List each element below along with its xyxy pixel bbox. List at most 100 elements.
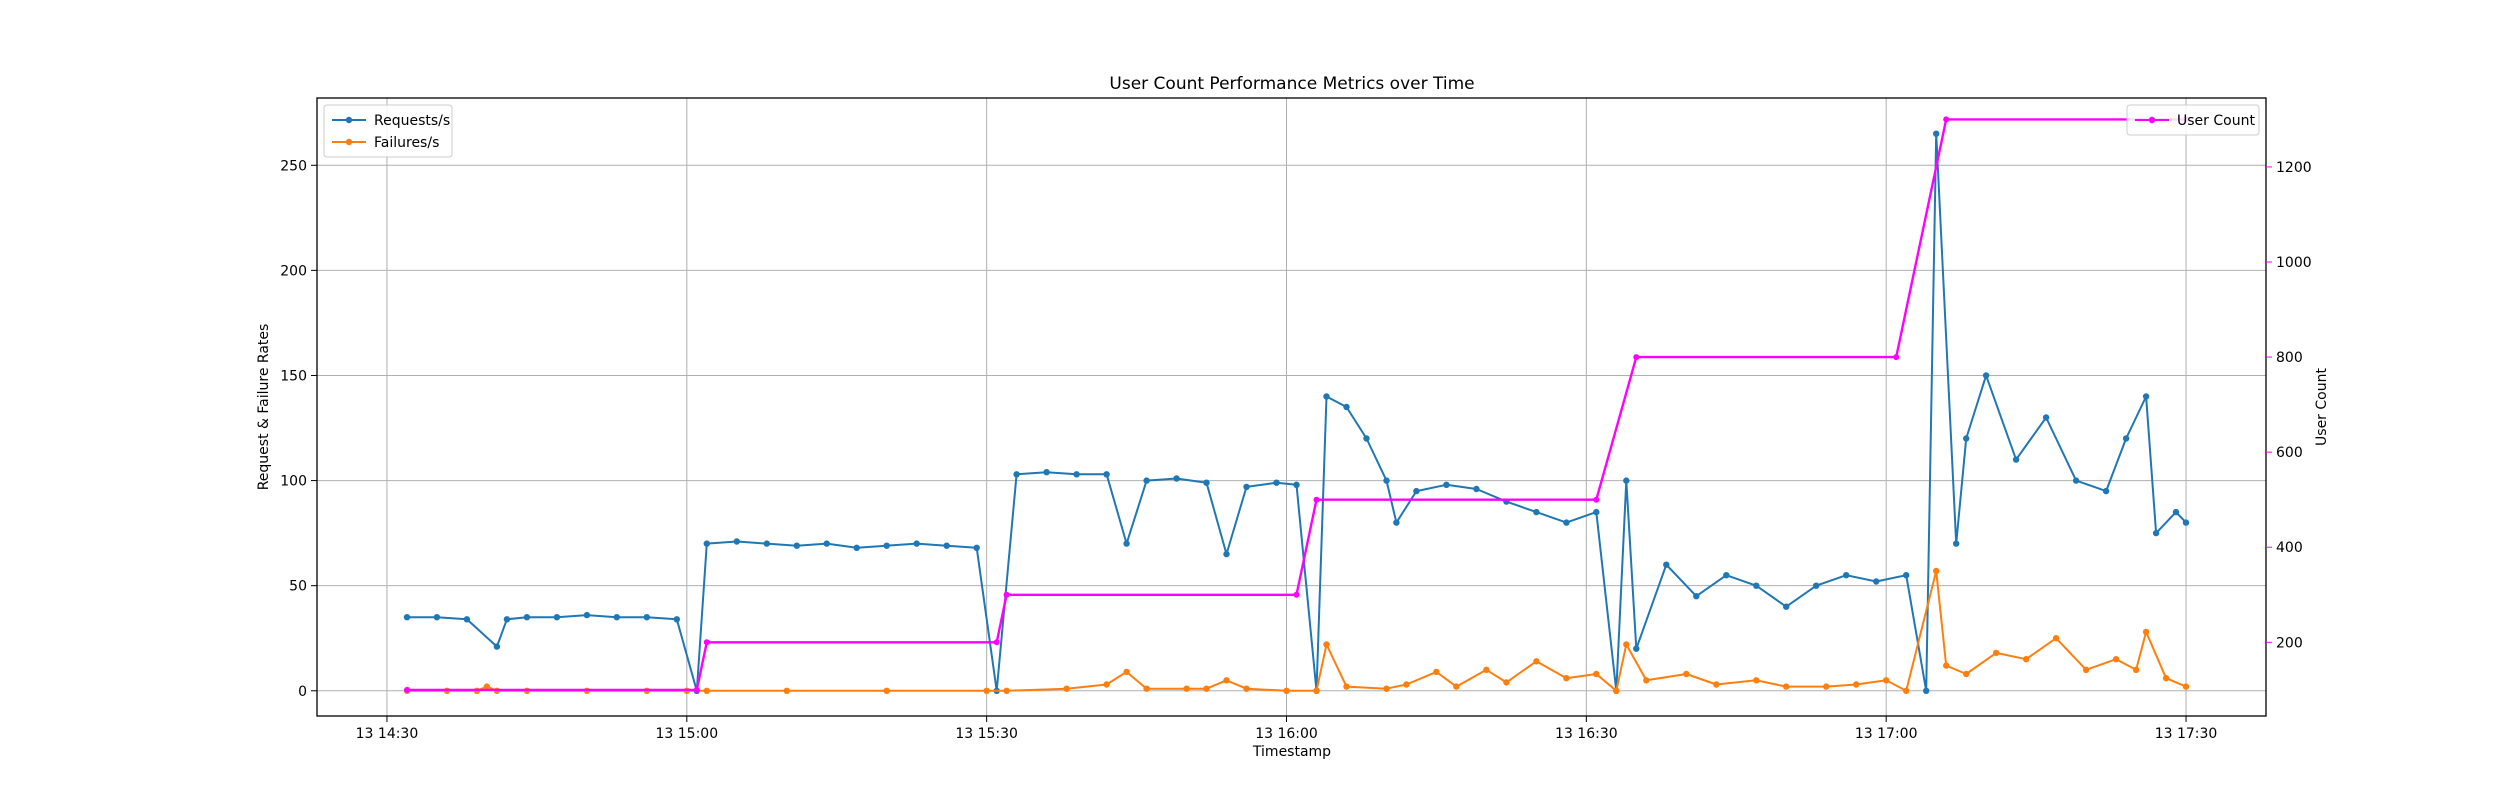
- data-point-requests-s: [1873, 578, 1880, 585]
- data-point-requests-s: [883, 542, 890, 549]
- data-point-requests-s: [1223, 550, 1230, 558]
- data-point-failures-s: [1313, 687, 1320, 694]
- data-point-requests-s: [553, 614, 561, 621]
- data-point-failures-s: [1783, 683, 1790, 690]
- data-point-requests-s: [583, 611, 591, 619]
- data-point-failures-s: [1383, 685, 1390, 692]
- y-axis-left: 0 50 100 150 200 250: [280, 158, 317, 700]
- data-point-failures-s: [1283, 687, 1290, 694]
- data-point-failures-s: [1943, 662, 1950, 669]
- plot-frame: [316, 97, 2267, 717]
- y2-tick-label: 400: [2276, 540, 2303, 556]
- data-point-failures-s: [2112, 656, 2120, 663]
- series-line-requests-s: [407, 132, 2187, 692]
- data-point-requests-s: [823, 540, 830, 547]
- x-tick-label: 13 17:00: [1855, 726, 1918, 742]
- data-point-requests-s: [1073, 471, 1080, 478]
- data-point-failures-s: [1533, 658, 1540, 665]
- data-point-requests-s: [1103, 471, 1110, 478]
- data-point-failures-s: [1593, 670, 1600, 678]
- data-point-requests-s: [1633, 645, 1640, 652]
- data-point-requests-s: [1903, 572, 1910, 579]
- data-point-failures-s: [1753, 677, 1760, 684]
- series-requests-s: [403, 130, 2190, 694]
- data-point-failures-s: [1483, 666, 1490, 673]
- data-point-failures-s: [1683, 670, 1690, 678]
- legend-marker-failures-s: [345, 138, 353, 146]
- data-point-failures-s: [1613, 687, 1620, 694]
- data-point-requests-s: [1173, 475, 1180, 482]
- y2-tick-label: 1000: [2276, 255, 2312, 271]
- data-point-failures-s: [1343, 683, 1350, 690]
- series-line-user-count: [407, 118, 2186, 692]
- data-point-requests-s: [853, 544, 860, 551]
- plot-area: [403, 116, 2190, 694]
- data-point-requests-s: [1273, 479, 1280, 486]
- data-point-requests-s: [463, 616, 471, 623]
- data-point-failures-s: [1323, 641, 1330, 648]
- data-point-requests-s: [2042, 414, 2050, 421]
- data-point-requests-s: [1323, 393, 1330, 400]
- data-point-failures-s: [1143, 685, 1150, 692]
- data-point-failures-s: [2052, 635, 2060, 642]
- data-point-user-count: [1313, 496, 1320, 503]
- y-tick-label: 250: [280, 158, 307, 174]
- y-axis-right-title: User Count: [2314, 368, 2330, 446]
- data-point-requests-s: [1473, 485, 1480, 493]
- data-point-user-count: [1293, 591, 1300, 598]
- x-axis: 13 14:30 13 15:00 13 15:30 13 16:00 13 16:30…: [356, 716, 2217, 742]
- data-point-requests-s: [1383, 477, 1390, 484]
- data-point-user-count: [703, 639, 710, 646]
- legend-marker-requests-s: [345, 116, 353, 124]
- y-tick-label: 150: [280, 368, 307, 384]
- data-point-failures-s: [1933, 567, 1940, 575]
- x-tick-label: 13 16:30: [1555, 726, 1618, 742]
- data-point-user-count: [1003, 591, 1010, 598]
- data-point-requests-s: [1243, 483, 1250, 491]
- data-point-requests-s: [1363, 435, 1370, 442]
- data-point-user-count: [1593, 496, 1600, 503]
- x-tick-label: 13 16:00: [1255, 726, 1318, 742]
- x-tick-label: 13 14:30: [356, 726, 419, 742]
- data-point-requests-s: [1933, 130, 1940, 137]
- data-point-requests-s: [1953, 540, 1960, 547]
- data-point-requests-s: [2152, 529, 2160, 537]
- data-point-failures-s: [1063, 685, 1070, 692]
- data-point-failures-s: [1503, 679, 1510, 686]
- data-point-requests-s: [1413, 487, 1420, 495]
- data-point-failures-s: [2022, 656, 2030, 663]
- data-point-requests-s: [943, 542, 950, 549]
- legend-right: User Count: [2126, 104, 2260, 136]
- data-point-requests-s: [1843, 572, 1850, 579]
- y2-tick-label: 1200: [2276, 160, 2312, 176]
- x-axis-title: Timestamp: [1252, 744, 1331, 760]
- data-point-requests-s: [1623, 477, 1630, 484]
- data-point-requests-s: [1123, 540, 1130, 547]
- data-point-requests-s: [2102, 487, 2110, 495]
- data-point-requests-s: [703, 540, 710, 547]
- data-point-failures-s: [2182, 683, 2190, 690]
- data-point-requests-s: [433, 614, 441, 621]
- data-point-user-count: [693, 686, 700, 693]
- data-point-requests-s: [763, 540, 770, 547]
- data-point-failures-s: [1183, 685, 1190, 692]
- data-point-failures-s: [1903, 687, 1910, 694]
- data-point-requests-s: [1593, 508, 1600, 516]
- data-point-requests-s: [1723, 572, 1730, 579]
- y-axis-left-title: Request & Failure Rates: [256, 324, 272, 491]
- data-point-failures-s: [1643, 677, 1650, 684]
- data-point-failures-s: [1823, 683, 1830, 690]
- data-point-requests-s: [1013, 471, 1020, 478]
- data-point-requests-s: [613, 614, 620, 621]
- data-point-failures-s: [1223, 677, 1230, 684]
- data-point-requests-s: [793, 542, 800, 549]
- data-point-requests-s: [673, 616, 680, 623]
- data-point-failures-s: [2142, 628, 2150, 636]
- data-point-failures-s: [1883, 677, 1890, 684]
- data-point-requests-s: [1533, 508, 1540, 516]
- data-point-failures-s: [1713, 681, 1720, 688]
- data-point-requests-s: [2072, 477, 2080, 484]
- data-point-requests-s: [1043, 469, 1050, 476]
- data-point-failures-s: [1123, 668, 1130, 676]
- data-point-requests-s: [493, 643, 501, 650]
